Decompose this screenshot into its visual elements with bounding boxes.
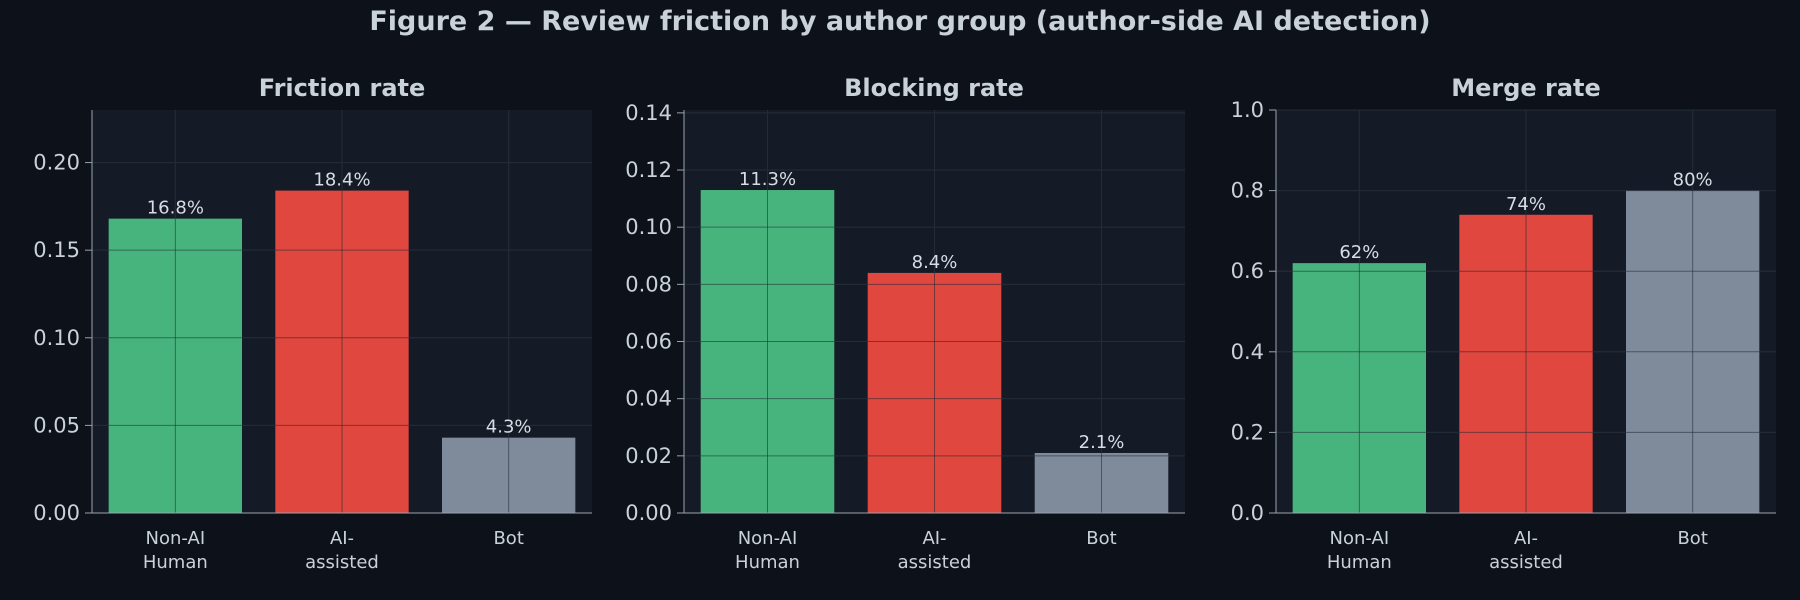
y-tick-label: 0.8 [1231, 179, 1264, 203]
category-label-line: assisted [898, 552, 972, 573]
panel-1: 0.00 0.05 0.10 0.15 0.20 16.8% 18.4% 4.3% Non-AI… [33, 74, 592, 573]
y-tick-label: 0.0 [1231, 501, 1264, 525]
data-label-1: 16.8% [147, 198, 204, 219]
category-label-3: Bot [1677, 528, 1707, 549]
y-tick-label: 0.08 [625, 272, 672, 296]
category-label-line: Non-AI [1330, 528, 1390, 549]
y-tick-label: 0.06 [625, 330, 672, 354]
y-tick-label: 0.00 [33, 501, 80, 525]
y-tick-label: 0.20 [33, 151, 80, 175]
data-label-2: 8.4% [912, 252, 958, 273]
figure-title: Figure 2 — Review friction by author gro… [369, 6, 1431, 37]
category-label-2: AI-assisted [305, 528, 379, 573]
y-tick-label: 0.02 [625, 444, 672, 468]
data-label-2: 74% [1506, 194, 1546, 215]
category-label-line: assisted [305, 552, 379, 573]
y-tick-label: 0.10 [625, 215, 672, 239]
panel-title: Blocking rate [844, 74, 1024, 102]
y-tick-label: 0.10 [33, 326, 80, 350]
category-label-2: AI-assisted [898, 528, 972, 573]
category-label-1: Non-AI Human [735, 528, 800, 573]
panel-title: Merge rate [1451, 74, 1601, 102]
y-tick-label: 0.14 [625, 101, 672, 125]
category-label-line: Bot [493, 528, 523, 549]
y-tick-label: 0.2 [1231, 420, 1264, 444]
data-label-3: 2.1% [1079, 432, 1125, 453]
data-label-2: 18.4% [313, 170, 370, 191]
y-tick-label: 1.0 [1231, 98, 1264, 122]
category-label-line: Non-AI [146, 528, 206, 549]
y-tick-label: 0.00 [625, 501, 672, 525]
category-label-line: Bot [1677, 528, 1707, 549]
category-label-1: Non-AI Human [143, 528, 208, 573]
data-label-3: 4.3% [486, 417, 532, 438]
category-label-line: Non-AI [738, 528, 798, 549]
category-label-line: assisted [1489, 552, 1563, 573]
data-label-3: 80% [1673, 170, 1713, 191]
category-label-3: Bot [1086, 528, 1116, 549]
category-label-line: AI- [1514, 528, 1538, 549]
category-label-line: Human [143, 552, 208, 573]
y-tick-label: 0.15 [33, 238, 80, 262]
category-label-3: Bot [493, 528, 523, 549]
category-label-line: AI- [330, 528, 354, 549]
category-label-line: Human [735, 552, 800, 573]
y-tick-label: 0.4 [1231, 340, 1264, 364]
category-label-1: Non-AI Human [1327, 528, 1392, 573]
category-label-line: AI- [922, 528, 946, 549]
y-tick-label: 0.6 [1231, 259, 1264, 283]
panel-2: 0.00 0.02 0.04 0.06 0.08 0.10 0.12 0.14 11.3% 8.4… [625, 74, 1185, 573]
y-tick-label: 0.05 [33, 413, 80, 437]
data-label-1: 11.3% [739, 169, 796, 190]
y-tick-label: 0.12 [625, 158, 672, 182]
y-tick-label: 0.04 [625, 387, 672, 411]
panel-3: 0.0 0.2 0.4 0.6 0.8 1.0 62% 74% 80% Non-AI Human AI… [1231, 74, 1776, 573]
category-label-line: Human [1327, 552, 1392, 573]
panel-title: Friction rate [259, 74, 426, 102]
category-label-line: Bot [1086, 528, 1116, 549]
category-label-2: AI-assisted [1489, 528, 1563, 573]
data-label-1: 62% [1339, 242, 1379, 263]
